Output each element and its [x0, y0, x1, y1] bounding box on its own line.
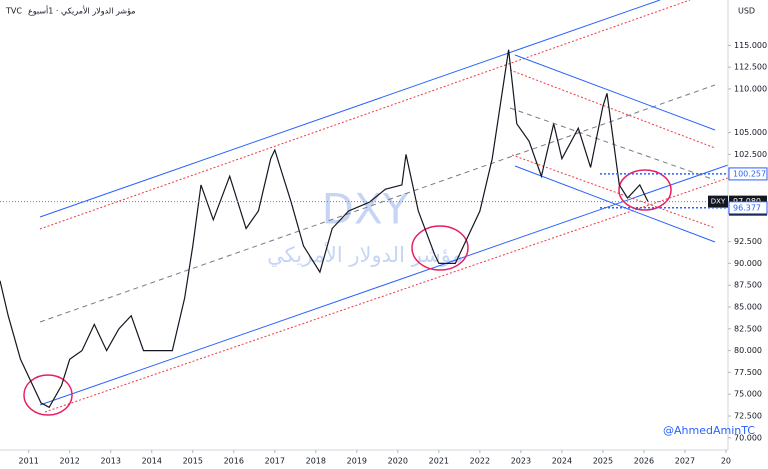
y-tick-label: 77.500: [734, 368, 762, 377]
price-tag: [728, 201, 768, 215]
y-tick-label: 110.000: [734, 84, 767, 93]
watermark: DXY: [322, 185, 409, 234]
y-tick-label: 80.000: [734, 346, 762, 355]
y-tick-label: 70.000: [734, 433, 762, 442]
y-tick-label: 90.000: [734, 259, 762, 268]
highlight-circle: [618, 169, 672, 211]
x-tick-label: 2019: [347, 457, 367, 466]
price-tag-label: 96.377: [733, 203, 761, 212]
y-tick-label: 115.000: [734, 41, 767, 50]
symbol-tag-label: DXY: [711, 198, 726, 206]
channel-line: [509, 69, 716, 149]
x-tick-label: 2013: [101, 457, 121, 466]
x-tick-label: 2014: [142, 457, 162, 466]
y-tick-label: 112.500: [734, 63, 767, 72]
x-tick-label: 2021: [429, 457, 449, 466]
y-tick-label: 102.500: [734, 150, 767, 159]
x-tick-label: 2017: [265, 457, 285, 466]
symbol-tag: [708, 195, 728, 208]
y-tick-label: 105.000: [734, 128, 767, 137]
x-tick-label: 2020: [388, 457, 408, 466]
y-tick-label: 82.500: [734, 324, 762, 333]
y-tick-label: 72.500: [734, 411, 762, 420]
x-tick-label: 20: [721, 457, 731, 466]
author: @AhmedAminTC: [663, 424, 755, 437]
channel-line: [39, 0, 661, 218]
x-tick-label: 2027: [675, 457, 695, 466]
x-tick-label: 2024: [552, 457, 572, 466]
channel-line: [514, 165, 716, 243]
channel-line: [514, 54, 716, 131]
channel-line: [509, 107, 716, 181]
channel-line: [44, 177, 729, 413]
x-tick-label: 2026: [634, 457, 654, 466]
x-tick-label: 2018: [306, 457, 326, 466]
y-tick-label: 75.000: [734, 390, 762, 399]
x-tick-label: 2023: [511, 457, 531, 466]
channel-line: [39, 0, 691, 230]
x-tick-label: 2025: [593, 457, 613, 466]
price-tag-label: 100.257: [733, 169, 766, 178]
y-tick-label: 87.500: [734, 281, 762, 290]
x-tick-label: 2022: [470, 457, 490, 466]
price-line: [0, 49, 649, 409]
price-tag: [728, 167, 768, 181]
channel-line: [39, 84, 716, 323]
x-tick-label: 2012: [60, 457, 80, 466]
x-tick-label: 2011: [19, 457, 39, 466]
y-tick-label: 92.500: [734, 237, 762, 246]
channel-line: [39, 164, 729, 406]
symbol: TVC: [5, 7, 22, 16]
x-tick-label: 2015: [183, 457, 203, 466]
currency: USD: [738, 7, 755, 16]
highlight-circle: [411, 225, 469, 271]
watermark-subtitle: مؤشر الدولار الأمريكي: [267, 242, 463, 267]
x-tick-label: 2016: [224, 457, 244, 466]
y-tick-label: 85.000: [734, 302, 762, 311]
highlight-circle: [23, 374, 73, 416]
channel-drawings: [23, 0, 729, 416]
chart-title: مؤشر الدولار الأمريكي · 1أسبوع: [28, 6, 136, 16]
